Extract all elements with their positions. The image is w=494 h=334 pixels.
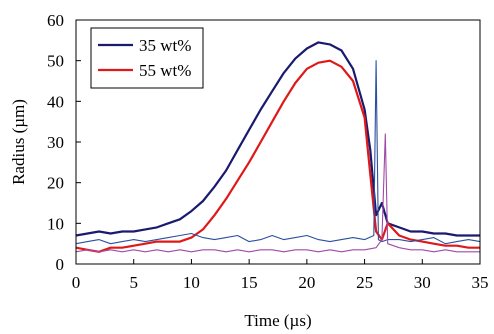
- series-layer: [75, 41, 481, 253]
- axes-layer: 0 5 10 15 20 25 30 35 0 10 20 30 40 50 60: [47, 11, 489, 292]
- series-line-1: [75, 59, 480, 253]
- y-tick-label-4: 40: [47, 92, 64, 111]
- legend-box: [90, 27, 204, 89]
- legend-label-0: 35 wt%: [139, 36, 191, 55]
- x-tick-label-5: 25: [356, 273, 373, 292]
- series-line-3: [75, 133, 480, 253]
- x-tick-label-6: 30: [414, 273, 431, 292]
- y-tick-label-3: 30: [47, 133, 64, 152]
- x-tick-label-4: 20: [298, 273, 315, 292]
- x-tick-label-0: 0: [72, 273, 81, 292]
- x-axis-label: Time (µs): [244, 311, 311, 330]
- y-tick-label-1: 10: [47, 214, 64, 233]
- legend-label-1: 55 wt%: [139, 61, 191, 80]
- x-tick-label-2: 10: [183, 273, 200, 292]
- y-tick-label-5: 50: [47, 52, 64, 71]
- x-tick-label-7: 35: [472, 273, 489, 292]
- series-line-2: [75, 60, 481, 245]
- x-tick-label-1: 5: [129, 273, 138, 292]
- y-tick-label-0: 0: [56, 255, 65, 274]
- y-tick-label-6: 60: [47, 11, 64, 30]
- y-axis-label: Radius (µm): [9, 99, 28, 185]
- series-line-0: [75, 41, 480, 237]
- legend: 35 wt% 55 wt%: [90, 27, 204, 89]
- x-tick-label-3: 15: [241, 273, 258, 292]
- y-tick-label-2: 20: [47, 174, 64, 193]
